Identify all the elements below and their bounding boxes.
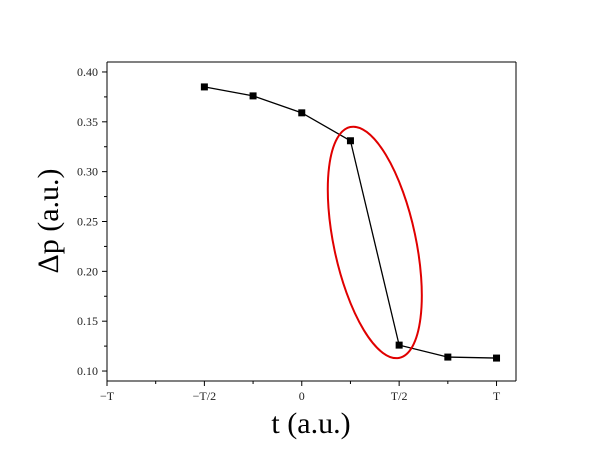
data-point-marker: [200, 83, 208, 91]
x-tick-label: −T/2: [193, 389, 216, 403]
y-axis-title: Δp (a.u.): [32, 168, 65, 273]
annotation-layer: [326, 125, 423, 360]
x-tick-label: −T: [100, 389, 115, 403]
data-point-marker: [298, 109, 306, 117]
y-tick-label: 0.15: [77, 314, 98, 328]
x-tick-label: T/2: [391, 389, 408, 403]
x-axis-title: t (a.u.): [271, 407, 350, 440]
data-point-marker: [346, 137, 354, 145]
highlight-ellipse: [326, 125, 423, 360]
y-ticks: 0.10 0.15 0.20 0.25 0.30 0.35 0.40: [77, 65, 107, 378]
y-tick-label: 0.25: [77, 215, 98, 229]
y-tick-label: 0.30: [77, 165, 98, 179]
x-tick-label: 0: [299, 389, 305, 403]
data-point-marker: [249, 92, 257, 100]
data-point-marker: [493, 354, 501, 362]
y-tick-label: 0.35: [77, 115, 98, 129]
plot-frame: [106, 61, 517, 382]
data-point-marker: [395, 341, 403, 349]
x-tick-label: T: [493, 389, 501, 403]
data-point-marker: [444, 353, 452, 361]
series-layer: [200, 83, 501, 362]
x-ticks: −T −T/2 0 T/2 T: [100, 381, 501, 403]
y-tick-label: 0.10: [77, 364, 98, 378]
y-tick-label: 0.20: [77, 264, 98, 278]
y-tick-label: 0.40: [77, 65, 98, 79]
